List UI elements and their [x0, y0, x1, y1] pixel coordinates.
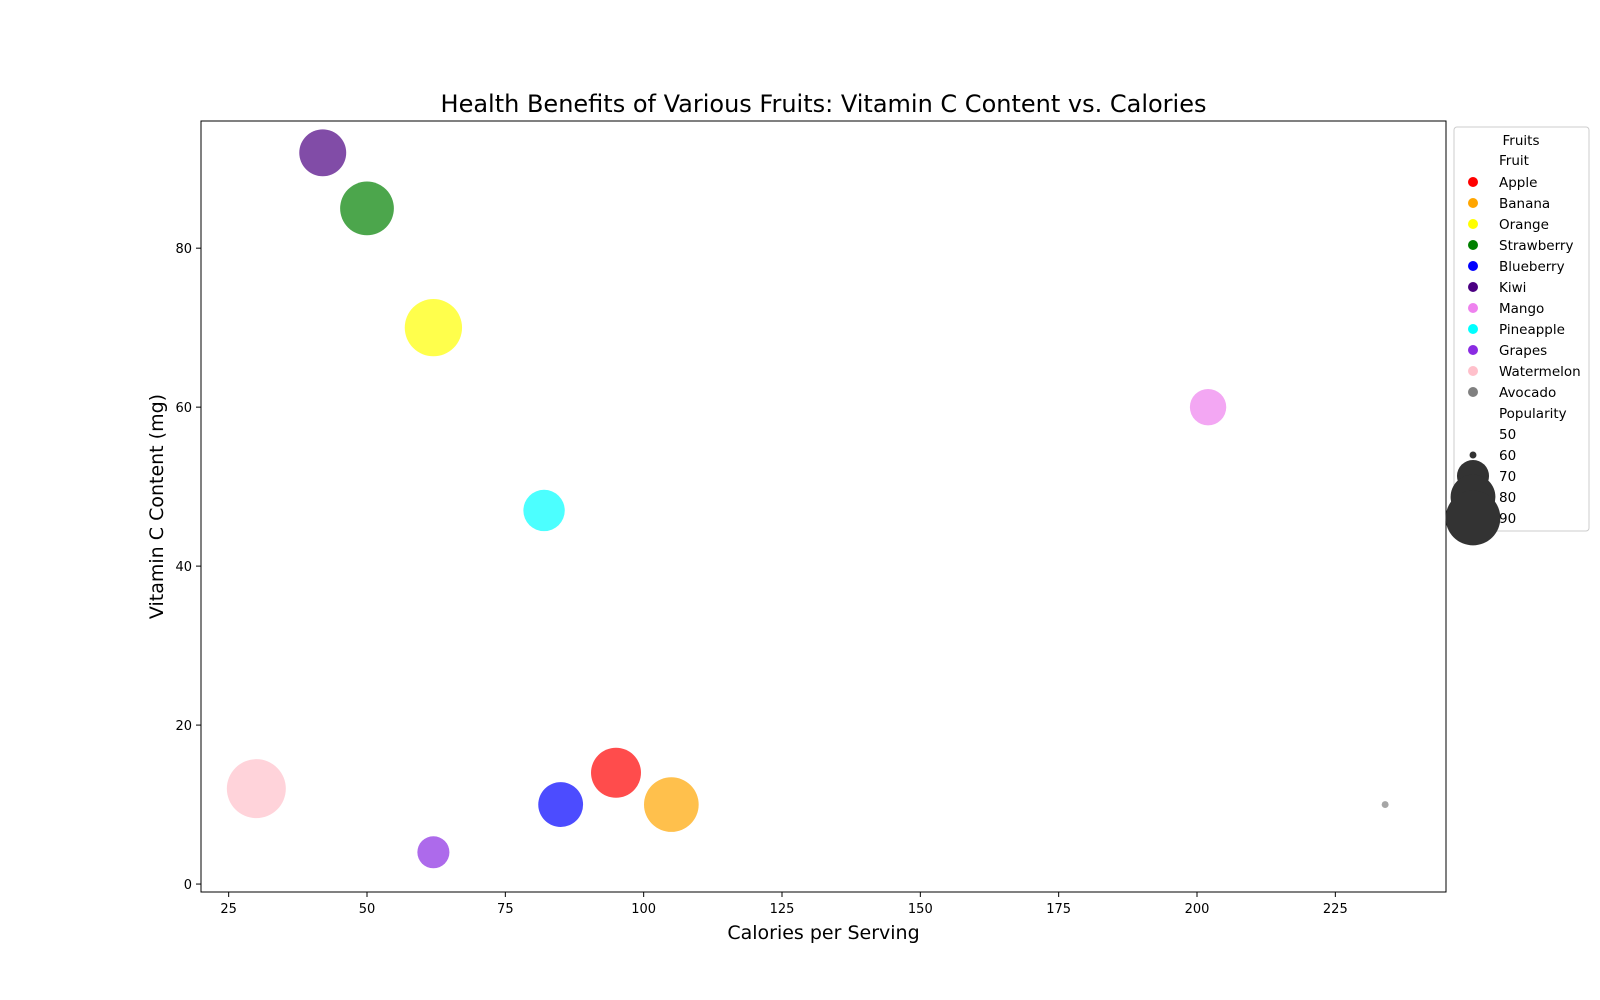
legend-marker-orange [1468, 219, 1478, 229]
data-point-orange [404, 299, 463, 357]
legend-label-kiwi: Kiwi [1499, 280, 1526, 296]
chart-title: Health Benefits of Various Fruits: Vitam… [441, 90, 1207, 118]
legend-marker-mango [1468, 303, 1478, 313]
data-point-grapes [417, 836, 450, 869]
legend-marker-blueberry [1468, 261, 1478, 271]
legend-title: Fruits [1503, 133, 1540, 149]
legend-size-marker [1469, 451, 1477, 459]
legend-hue-title: Fruit [1499, 153, 1529, 169]
y-tick-label: 80 [175, 242, 192, 257]
x-tick-label: 225 [1323, 902, 1348, 917]
legend-size-label: 90 [1499, 511, 1516, 527]
data-points [226, 129, 1389, 869]
data-point-strawberry [340, 181, 394, 236]
legend-marker-watermelon [1468, 366, 1478, 376]
x-axis: 25 50 75 100 125 150 175 200 225 [220, 892, 1348, 917]
legend-label-strawberry: Strawberry [1499, 238, 1573, 254]
x-tick-label: 100 [631, 902, 656, 917]
legend-label-banana: Banana [1499, 196, 1550, 212]
data-point-blueberry [538, 782, 584, 827]
legend-marker-banana [1468, 198, 1478, 208]
data-point-watermelon [226, 759, 286, 819]
legend-label-grapes: Grapes [1499, 343, 1547, 359]
y-tick-label: 60 [175, 401, 192, 416]
data-point-avocado [1381, 801, 1389, 809]
legend-size-label: 60 [1499, 448, 1516, 464]
legend-marker-pineapple [1468, 324, 1478, 334]
legend-size-label: 50 [1499, 427, 1516, 443]
x-tick-label: 175 [1046, 902, 1071, 917]
legend-label-avocado: Avocado [1499, 385, 1556, 401]
legend-label-mango: Mango [1499, 301, 1544, 317]
x-tick-label: 125 [770, 902, 795, 917]
data-point-mango [1189, 388, 1227, 426]
y-tick-label: 20 [175, 719, 192, 734]
x-tick-label: 50 [359, 902, 376, 917]
legend-label-apple: Apple [1499, 175, 1537, 191]
x-tick-label: 150 [908, 902, 933, 917]
legend-marker-grapes [1468, 345, 1478, 355]
data-point-apple [591, 747, 641, 798]
legend-marker-kiwi [1468, 282, 1478, 292]
data-point-banana [644, 777, 699, 832]
x-tick-label: 200 [1185, 902, 1210, 917]
y-axis-label: Vitamin C Content (mg) [146, 394, 168, 619]
x-tick-label: 75 [497, 902, 514, 917]
legend-size-label: 80 [1499, 490, 1516, 506]
legend-label-pineapple: Pineapple [1499, 322, 1565, 338]
legend-label-blueberry: Blueberry [1499, 259, 1565, 275]
legend-marker-apple [1468, 177, 1478, 187]
legend-label-orange: Orange [1499, 217, 1549, 233]
legend-box [1453, 126, 1590, 532]
legend-size-label: 70 [1499, 469, 1516, 485]
data-point-pineapple [523, 489, 565, 532]
legend: Fruits Fruit Popularity Apple Banana Orang… [1445, 126, 1590, 546]
legend-marker-strawberry [1468, 240, 1478, 250]
legend-size-marker [1445, 490, 1501, 546]
x-tick-label: 25 [220, 902, 237, 917]
y-tick-label: 0 [184, 878, 192, 893]
y-tick-label: 40 [175, 560, 192, 575]
y-axis: 0 20 40 60 80 [175, 242, 201, 893]
legend-size-title: Popularity [1499, 406, 1567, 422]
legend-marker-avocado [1468, 387, 1478, 397]
plot-area [200, 120, 1447, 893]
legend-label-watermelon: Watermelon [1499, 364, 1581, 380]
x-axis-label: Calories per Serving [727, 922, 919, 944]
data-point-kiwi [299, 129, 347, 177]
